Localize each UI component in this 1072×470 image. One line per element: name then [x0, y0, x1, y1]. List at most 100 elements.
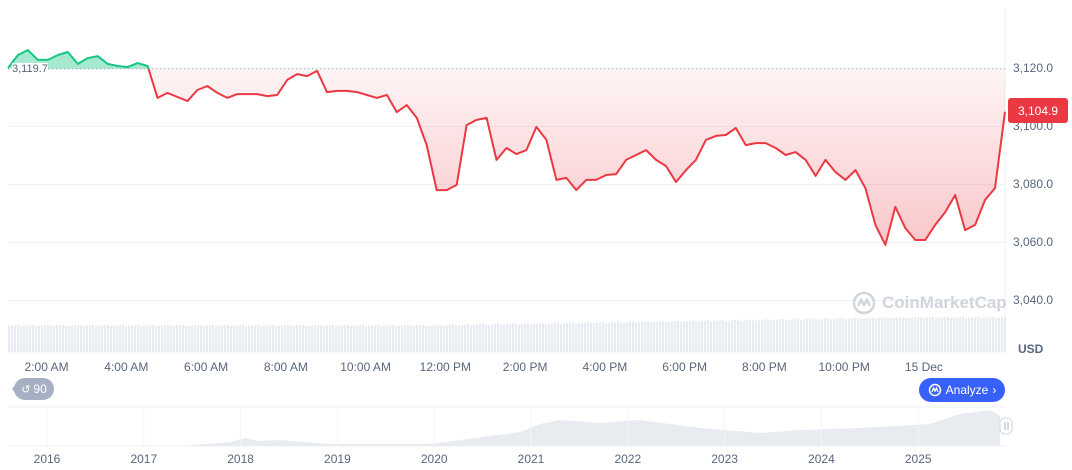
- volume-bar: [209, 325, 212, 352]
- volume-bar: [806, 319, 809, 352]
- volume-bar: [755, 320, 758, 352]
- x-tick-label: 2:00 AM: [25, 360, 69, 374]
- volume-bar: [242, 324, 245, 352]
- volume-bar: [620, 322, 623, 352]
- volume-bar: [203, 325, 206, 352]
- volume-bar: [689, 320, 692, 352]
- volume-bar: [704, 320, 707, 352]
- volume-bar: [914, 317, 917, 352]
- volume-bar: [41, 325, 44, 352]
- volume-bar: [794, 319, 797, 352]
- volume-bar: [773, 319, 776, 352]
- volume-bar: [302, 324, 305, 352]
- volume-bar: [575, 323, 578, 352]
- volume-bar: [245, 326, 248, 352]
- volume-bar: [308, 325, 311, 352]
- volume-bar: [176, 325, 179, 352]
- volume-bar: [791, 319, 794, 352]
- x-tick-label: 15 Dec: [905, 360, 943, 374]
- volume-bar: [845, 319, 848, 352]
- volume-bar: [389, 325, 392, 352]
- volume-bar: [758, 320, 761, 352]
- volume-bar: [692, 320, 695, 352]
- history-clock-icon: ↺: [21, 383, 31, 396]
- coinmarketcap-logo-icon: [852, 291, 876, 315]
- volume-bar: [557, 322, 560, 352]
- volume-bar: [716, 320, 719, 352]
- volume-bar: [932, 316, 935, 352]
- volume-bar: [653, 321, 656, 352]
- volume-bar: [386, 325, 389, 352]
- volume-bar: [152, 324, 155, 352]
- volume-bar: [626, 322, 629, 352]
- x-tick-label: 8:00 AM: [264, 360, 308, 374]
- volume-bar: [158, 325, 161, 352]
- volume-bar: [482, 323, 485, 352]
- volume-bar: [65, 326, 68, 352]
- volume-bar: [350, 326, 353, 352]
- volume-bar: [527, 323, 530, 352]
- volume-bar: [134, 325, 137, 352]
- volume-bar: [884, 317, 887, 352]
- volume-bar: [983, 317, 986, 352]
- volume-bar: [431, 325, 434, 352]
- volume-bar: [215, 326, 218, 352]
- navigator-handle[interactable]: [999, 417, 1013, 435]
- volume-bar: [458, 325, 461, 352]
- volume-bar: [425, 326, 428, 352]
- volume-bar: [788, 319, 791, 352]
- volume-bar: [29, 325, 32, 352]
- volume-bar: [959, 317, 962, 352]
- volume-bar: [809, 318, 812, 352]
- volume-bar: [200, 326, 203, 352]
- volume-bar: [368, 325, 371, 352]
- volume-bar: [725, 321, 728, 352]
- volume-bar: [665, 322, 668, 352]
- volume-bar: [479, 324, 482, 352]
- volume-bar: [443, 325, 446, 352]
- volume-bar: [332, 324, 335, 352]
- volume-bar: [272, 324, 275, 352]
- volume-bar: [320, 326, 323, 352]
- volume-bar: [710, 321, 713, 352]
- volume-bar: [233, 325, 236, 352]
- ai-chat-icon: [928, 383, 941, 397]
- volume-bar: [251, 325, 254, 352]
- volume-bar: [950, 318, 953, 352]
- navigator-year-label: 2019: [324, 452, 351, 466]
- volume-bar: [767, 319, 770, 352]
- volume-bar: [278, 325, 281, 352]
- volume-bar: [878, 318, 881, 352]
- x-tick-label: 4:00 PM: [583, 360, 628, 374]
- currency-label: USD: [1018, 342, 1044, 356]
- volume-bar: [335, 326, 338, 352]
- range-navigator[interactable]: 2016 2017 2018 2019 2020 2021 2022 2023 2024 2025: [8, 406, 1013, 466]
- history-button[interactable]: ↺ 90: [12, 378, 54, 400]
- navigator-area: [8, 410, 1000, 446]
- volume-bar: [995, 318, 998, 352]
- volume-bar: [671, 321, 674, 352]
- volume-bar: [974, 317, 977, 352]
- volume-bar: [707, 320, 710, 352]
- volume-bar: [641, 321, 644, 352]
- volume-bar: [536, 323, 539, 352]
- volume-bar: [554, 323, 557, 352]
- volume-bar: [890, 318, 893, 352]
- volume-bar: [362, 324, 365, 352]
- volume-bar: [854, 318, 857, 352]
- x-tick-label: 6:00 PM: [662, 360, 707, 374]
- volume-bar: [569, 322, 572, 352]
- volume-bar: [785, 320, 788, 352]
- volume-bar: [284, 325, 287, 352]
- volume-bar: [182, 324, 185, 352]
- volume-bar: [935, 318, 938, 352]
- volume-bar: [467, 324, 470, 352]
- volume-bar: [473, 324, 476, 352]
- analyze-button[interactable]: Analyze ›: [919, 378, 1005, 402]
- volume-bar: [842, 317, 845, 352]
- volume-bars: [8, 316, 1007, 352]
- volume-bar: [866, 318, 869, 352]
- volume-bar: [311, 325, 314, 352]
- volume-bar: [71, 325, 74, 352]
